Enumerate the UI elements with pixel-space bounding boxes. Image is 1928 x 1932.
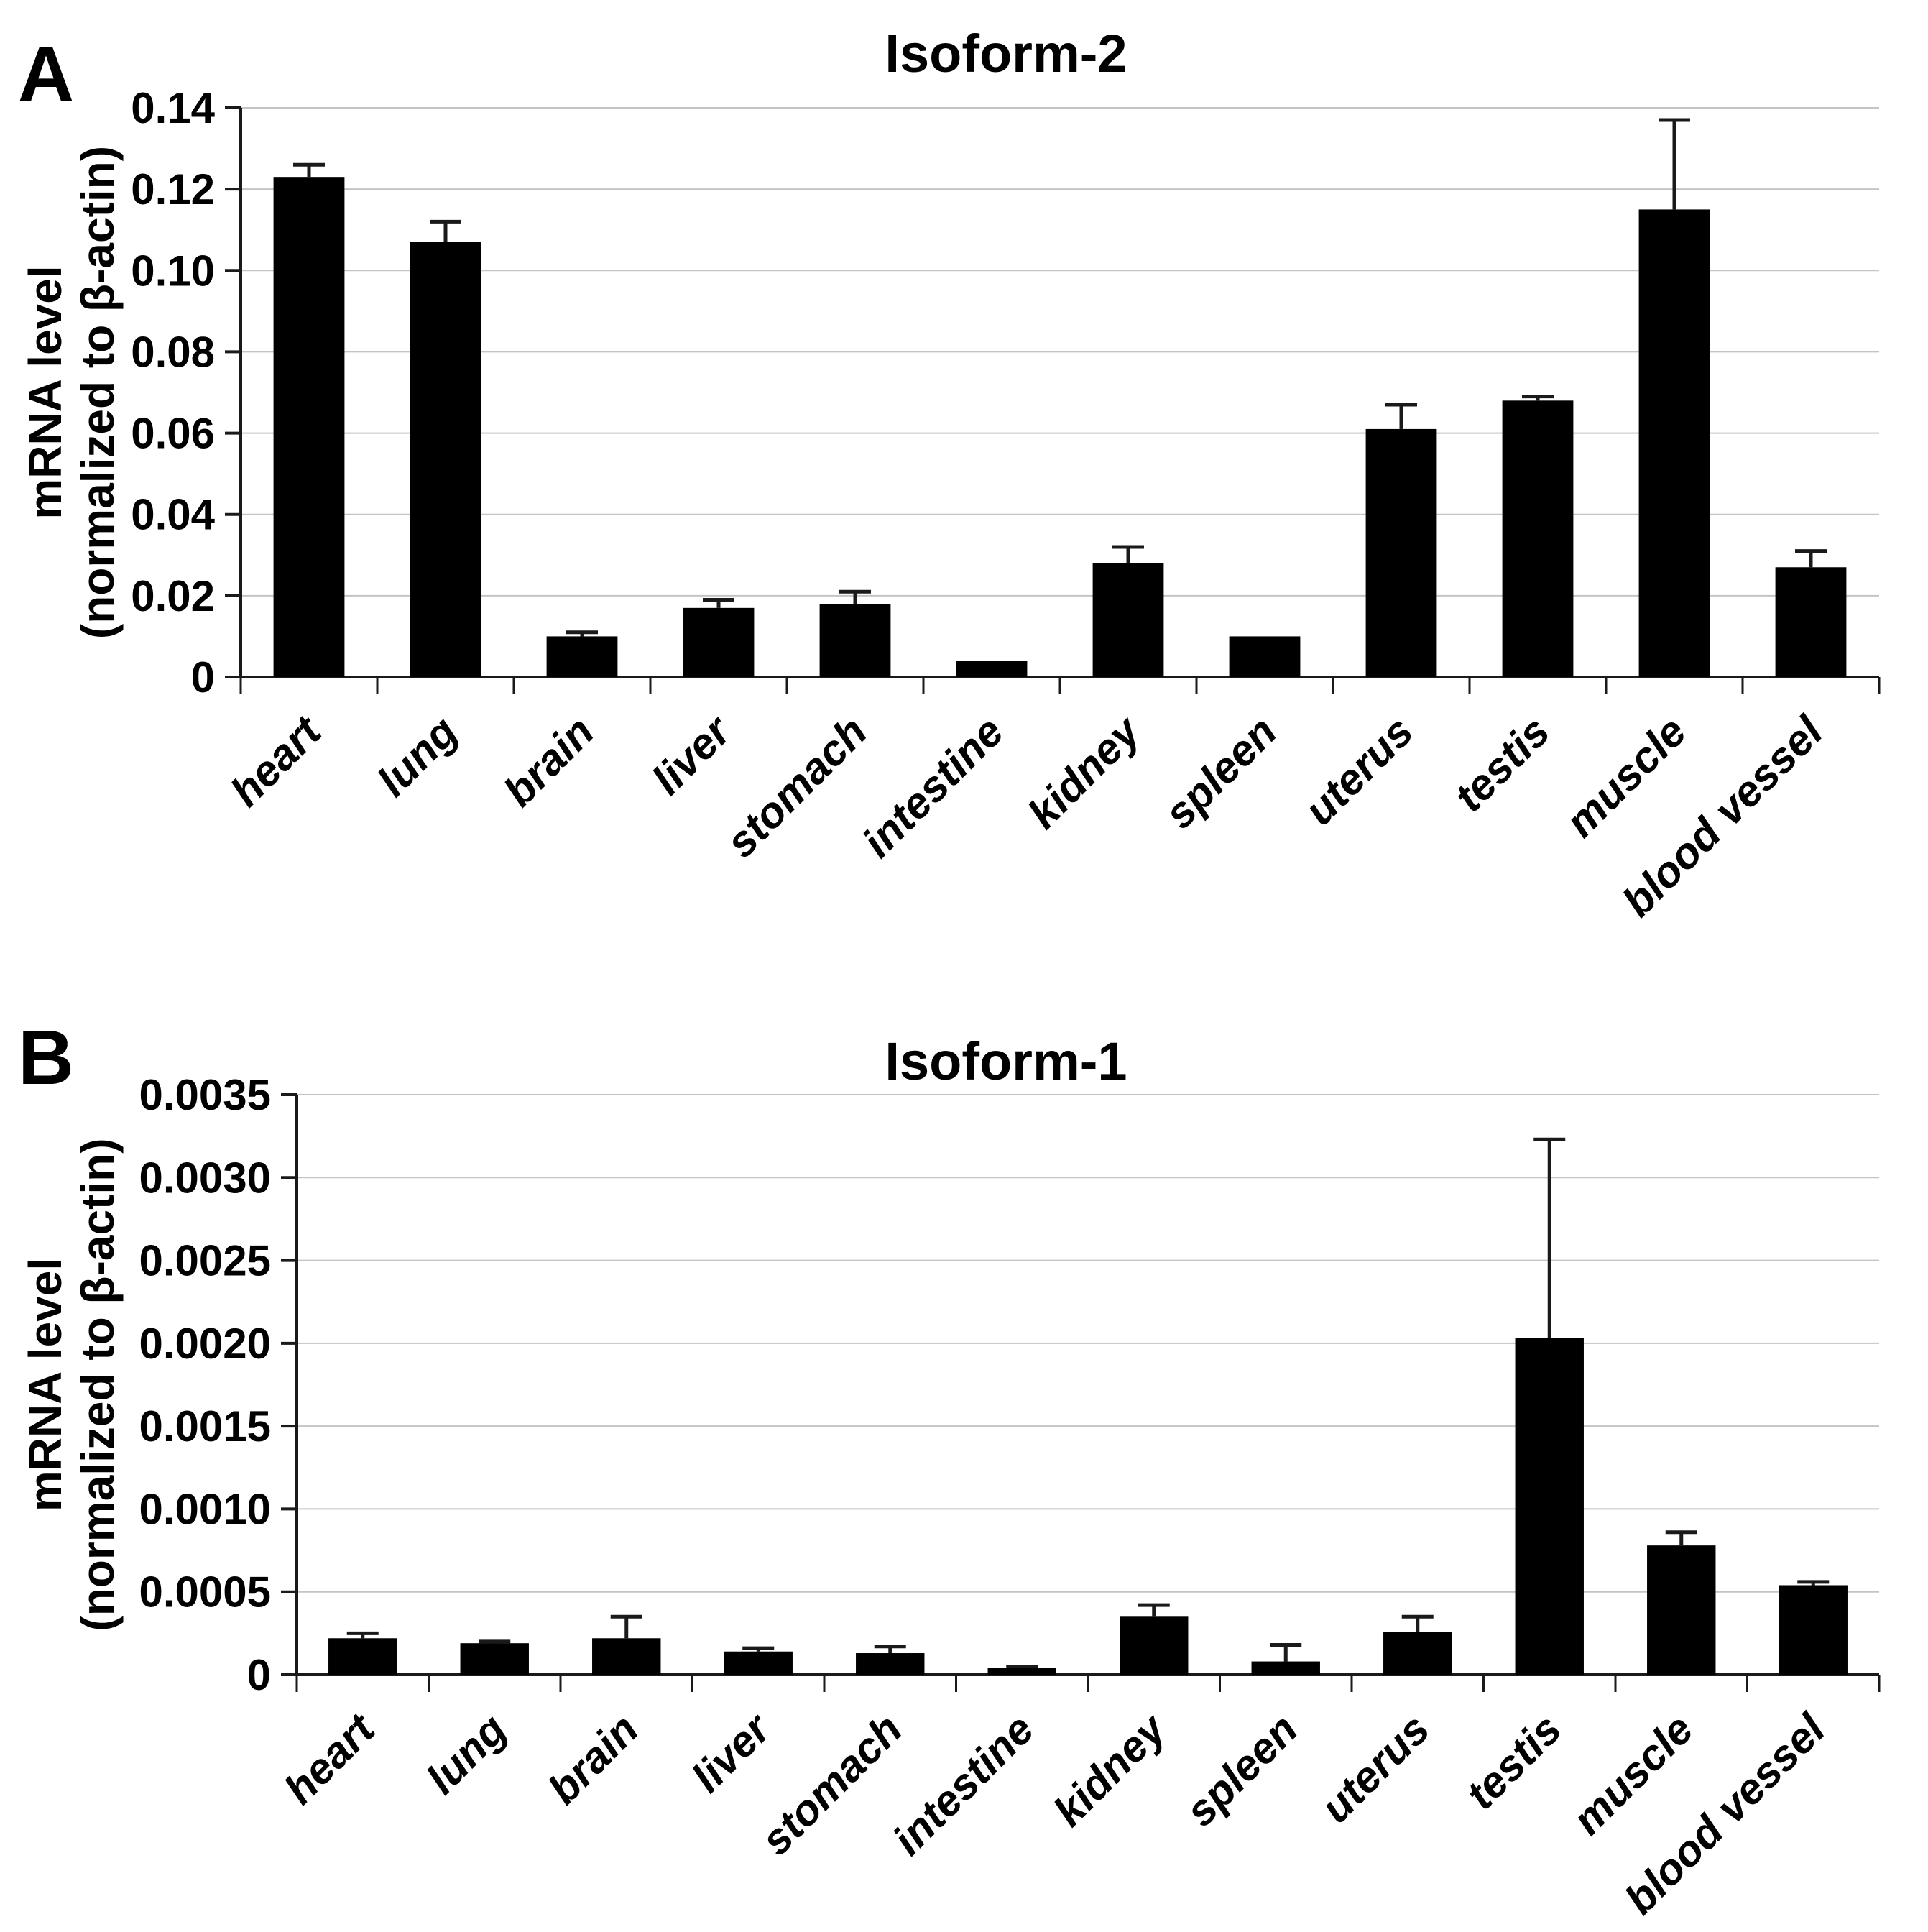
x-category-label: lung (368, 707, 466, 806)
y-tick-label: 0.02 (131, 572, 215, 620)
x-category-label: kidney (1018, 706, 1150, 838)
bar-intestine (956, 661, 1028, 677)
bar-heart (273, 177, 345, 677)
x-category-label: muscle (1556, 707, 1696, 847)
bar-brain (546, 636, 618, 677)
y-tick-label: 0.06 (131, 410, 215, 458)
y-tick-label: 0.12 (131, 165, 215, 213)
y-axis-label-line1: mRNA level (19, 265, 71, 519)
y-axis-label-line2: (normalized to β-actin) (72, 1138, 124, 1631)
y-tick-label: 0.0010 (139, 1485, 271, 1533)
x-category-label: uterus (1311, 1705, 1439, 1832)
panel-letter: A (18, 30, 74, 117)
y-tick-label: 0.10 (131, 247, 215, 295)
y-tick-label: 0 (247, 1651, 271, 1699)
y-tick-label: 0 (191, 653, 215, 702)
x-category-label: brain (494, 707, 603, 816)
chart-title: Isoform-1 (885, 1031, 1127, 1091)
x-category-label: testis (1457, 1705, 1570, 1818)
bar-lung (410, 242, 481, 678)
x-category-label: liver (643, 705, 742, 804)
y-tick-label: 0.0020 (139, 1320, 271, 1368)
panel-letter: B (18, 1013, 74, 1100)
x-category-label: brain (539, 1705, 647, 1813)
chart-title: Isoform-2 (885, 24, 1127, 83)
bar-liver (724, 1651, 793, 1675)
bar-kidney (1120, 1616, 1189, 1675)
y-tick-label: 0.0015 (139, 1402, 271, 1450)
x-category-label: spleen (1155, 707, 1286, 838)
y-axis-label-line2: (normalized to β-actin) (72, 146, 124, 639)
y-tick-label: 0.14 (131, 84, 215, 132)
bar-stomach (856, 1653, 925, 1675)
x-category-label: heart (221, 706, 331, 816)
x-category-label: liver (683, 1703, 781, 1801)
bar-spleen (1251, 1661, 1320, 1675)
bar-stomach (819, 604, 891, 677)
x-category-label: stomach (752, 1705, 911, 1864)
y-tick-label: 0.0030 (139, 1154, 271, 1202)
x-category-label: heart (275, 1703, 385, 1813)
bar-testis (1502, 400, 1574, 677)
y-tick-label: 0.04 (131, 491, 215, 539)
bar-heart (328, 1638, 397, 1675)
x-category-label: intestine (884, 1705, 1043, 1864)
bar-testis (1515, 1338, 1584, 1675)
x-category-label: stomach (716, 707, 876, 867)
panel-b-chart: 0 0.0005 0.0010 0.0015 0.0020 0.0025 0.0030 0.0… (18, 1013, 1881, 1923)
bar-blood-vessel (1779, 1585, 1848, 1675)
y-tick-label: 0.08 (131, 328, 215, 376)
bar-blood-vessel (1775, 567, 1847, 677)
y-tick-label: 0.0025 (139, 1237, 271, 1285)
panel-a-chart: 0 0.02 0.04 0.06 0.08 0.10 0.12 0.14 heart lung br… (18, 24, 1881, 926)
bar-liver (683, 607, 755, 677)
bar-spleen (1229, 636, 1301, 677)
bar-muscle (1647, 1545, 1716, 1675)
y-tick-label: 0.0005 (139, 1568, 271, 1616)
x-category-label: spleen (1176, 1705, 1307, 1836)
bar-lung (460, 1643, 529, 1675)
x-category-label: kidney (1044, 1703, 1176, 1836)
x-category-label: lung (418, 1705, 516, 1803)
x-category-label: uterus (1295, 707, 1422, 834)
bar-uterus (1383, 1632, 1452, 1675)
bar-kidney (1092, 563, 1164, 677)
bar-intestine (987, 1668, 1056, 1675)
x-category-label: testis (1445, 707, 1559, 821)
x-category-label: intestine (853, 707, 1013, 867)
bar-uterus (1365, 428, 1437, 677)
bar-muscle (1638, 209, 1710, 677)
y-axis-label-line1: mRNA level (19, 1258, 71, 1512)
bar-brain (592, 1638, 661, 1675)
y-tick-label: 0.0035 (139, 1071, 271, 1119)
